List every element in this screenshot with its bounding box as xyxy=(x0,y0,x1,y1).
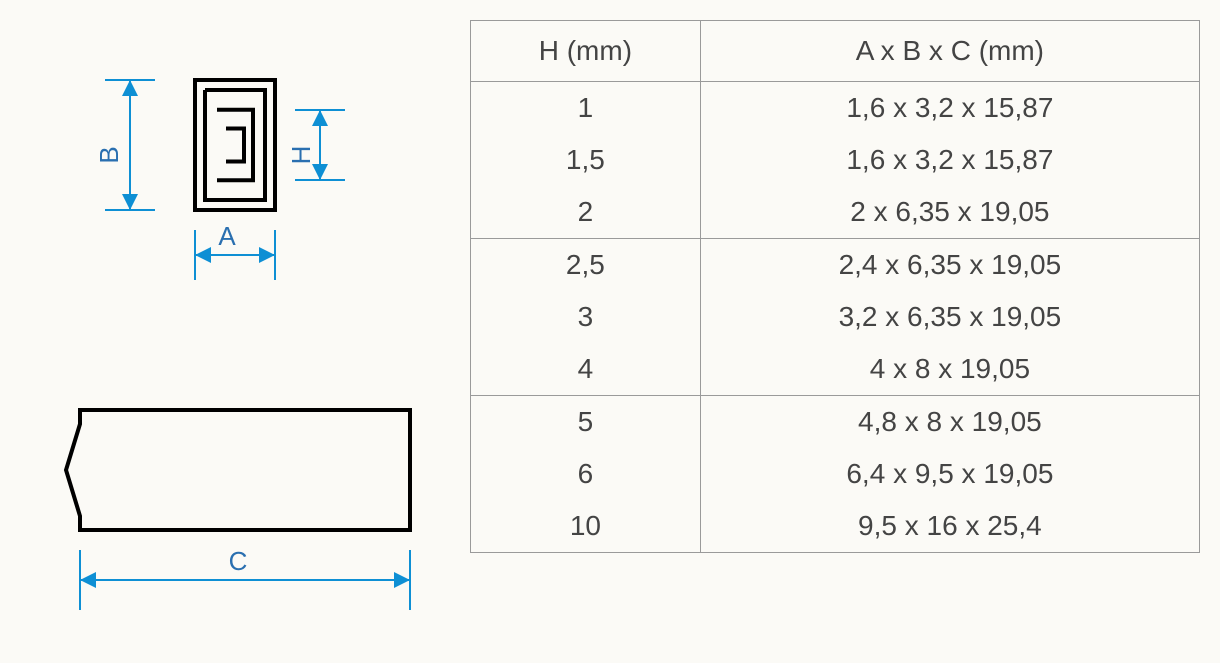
table-row: 44 x 8 x 19,05 xyxy=(471,343,1200,396)
table-row: 66,4 x 9,5 x 19,05 xyxy=(471,448,1200,500)
dimensions-table: H (mm) A x B x C (mm) 11,6 x 3,2 x 15,87… xyxy=(470,20,1200,553)
cell-abc: 4 x 8 x 19,05 xyxy=(700,343,1199,396)
table-row: 2,52,4 x 6,35 x 19,05 xyxy=(471,239,1200,292)
col-header-abc: A x B x C (mm) xyxy=(700,21,1199,82)
cell-abc: 2 x 6,35 x 19,05 xyxy=(700,186,1199,239)
dimension-a: A xyxy=(195,221,275,280)
cell-abc: 1,6 x 3,2 x 15,87 xyxy=(700,82,1199,135)
table-row: 11,6 x 3,2 x 15,87 xyxy=(471,82,1200,135)
cell-h: 2 xyxy=(471,186,701,239)
cell-abc: 4,8 x 8 x 19,05 xyxy=(700,396,1199,449)
table-row: 54,8 x 8 x 19,05 xyxy=(471,396,1200,449)
table-row: 22 x 6,35 x 19,05 xyxy=(471,186,1200,239)
table-row: 109,5 x 16 x 25,4 xyxy=(471,500,1200,553)
cell-abc: 6,4 x 9,5 x 19,05 xyxy=(700,448,1199,500)
cell-abc: 1,6 x 3,2 x 15,87 xyxy=(700,134,1199,186)
top-view-part xyxy=(195,80,275,210)
label-c: C xyxy=(229,546,248,576)
cell-abc: 2,4 x 6,35 x 19,05 xyxy=(700,239,1199,292)
cell-abc: 3,2 x 6,35 x 19,05 xyxy=(700,291,1199,343)
cell-h: 5 xyxy=(471,396,701,449)
cell-h: 3 xyxy=(471,291,701,343)
cell-h: 4 xyxy=(471,343,701,396)
table-row: 1,51,6 x 3,2 x 15,87 xyxy=(471,134,1200,186)
col-header-h: H (mm) xyxy=(471,21,701,82)
dimension-c: C xyxy=(80,546,410,610)
dimension-h: H xyxy=(286,110,345,180)
label-a: A xyxy=(218,221,236,251)
dimension-b: B xyxy=(94,80,155,210)
cell-h: 1 xyxy=(471,82,701,135)
cell-h: 6 xyxy=(471,448,701,500)
cell-abc: 9,5 x 16 x 25,4 xyxy=(700,500,1199,553)
label-b: B xyxy=(94,146,124,163)
label-h: H xyxy=(286,146,316,165)
cell-h: 10 xyxy=(471,500,701,553)
cell-h: 2,5 xyxy=(471,239,701,292)
cell-h: 1,5 xyxy=(471,134,701,186)
technical-diagram: B H A xyxy=(20,20,440,640)
table-row: 33,2 x 6,35 x 19,05 xyxy=(471,291,1200,343)
side-view-part xyxy=(66,410,410,530)
